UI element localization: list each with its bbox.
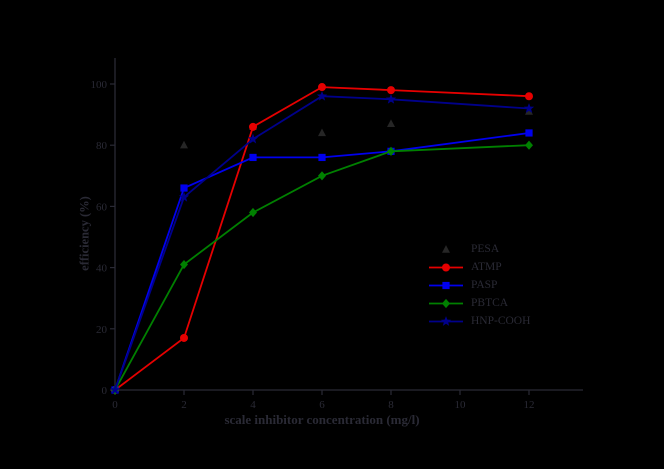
legend-item-pasp: PASP [428,278,530,292]
y-tick-label: 80 [96,140,108,152]
series-marker-pasp [318,153,326,162]
x-axis-title: scale inhibitor concentration (mg/l) [224,412,420,427]
series-marker-atmp [525,92,533,101]
star-icon [429,315,463,326]
chart-legend: PESA ATMP PASP PBTCA HNP-COOH [428,242,530,328]
series-marker-pbtca [318,171,326,181]
series-marker-atmp [249,122,257,131]
x-tick-label: 8 [388,399,394,411]
legend-marker-glyph [442,298,450,308]
y-tick-label: 100 [91,79,108,91]
series-marker-hnp-cooh [385,93,397,104]
series-marker-hnp-cooh [178,191,190,202]
x-tick-label: 2 [181,399,187,411]
circle-icon [429,263,463,271]
legend-item-hnp-cooh: HNP-COOH [428,314,530,328]
series-marker-pbtca [525,140,533,150]
triangle-icon [442,244,450,253]
legend-marker-glyph [442,281,450,289]
y-tick-label: 20 [96,324,108,336]
series-marker-pbtca [180,259,188,270]
legend-label: PESA [471,243,500,255]
x-tick-label: 4 [250,399,256,411]
series-line-pasp [114,132,530,391]
series-marker-pesa [318,128,326,137]
series-marker-pbtca [249,207,257,218]
legend-label: HNP-COOH [471,315,531,327]
series-line-pbtca [114,144,530,391]
series-marker-atmp [318,83,326,92]
series-line-atmp [114,86,530,391]
x-tick-label: 6 [319,399,325,411]
series-line-hnp-cooh [114,95,530,391]
series-marker-hnp-cooh [247,133,259,144]
legend-label: PASP [471,279,498,291]
y-tick-label: 40 [96,263,108,275]
diamond-icon [429,298,463,308]
legend-marker-glyph [440,315,452,326]
legend-item-pesa: PESA [428,242,530,256]
square-icon [429,281,463,289]
series-marker-pasp [180,184,188,192]
legend-marker-glyph [442,263,450,271]
series-marker-atmp [180,333,188,342]
y-axis-title: efficiency (%) [77,196,92,271]
legend-item-pbtca: PBTCA [428,296,530,310]
y-tick-label: 60 [96,201,108,213]
legend-label: ATMP [471,261,502,273]
series-marker-pesa [525,107,533,115]
x-tick-label: 0 [112,399,118,411]
series-marker-hnp-cooh [109,384,121,395]
y-tick-label: 0 [102,385,108,397]
series-marker-hnp-cooh [523,103,535,113]
series-marker-pasp [249,153,257,162]
series-marker-pesa [387,119,395,127]
series-marker-pasp [525,129,533,137]
legend-marker-glyph [442,244,450,253]
series-marker-atmp [387,86,395,95]
legend-item-atmp: ATMP [428,260,530,274]
x-tick-label: 10 [455,399,467,411]
legend-label: PBTCA [471,297,509,309]
series-marker-hnp-cooh [316,90,328,101]
series-marker-pbtca [387,146,395,156]
x-tick-label: 12 [524,399,535,411]
series-marker-pesa [180,140,188,149]
